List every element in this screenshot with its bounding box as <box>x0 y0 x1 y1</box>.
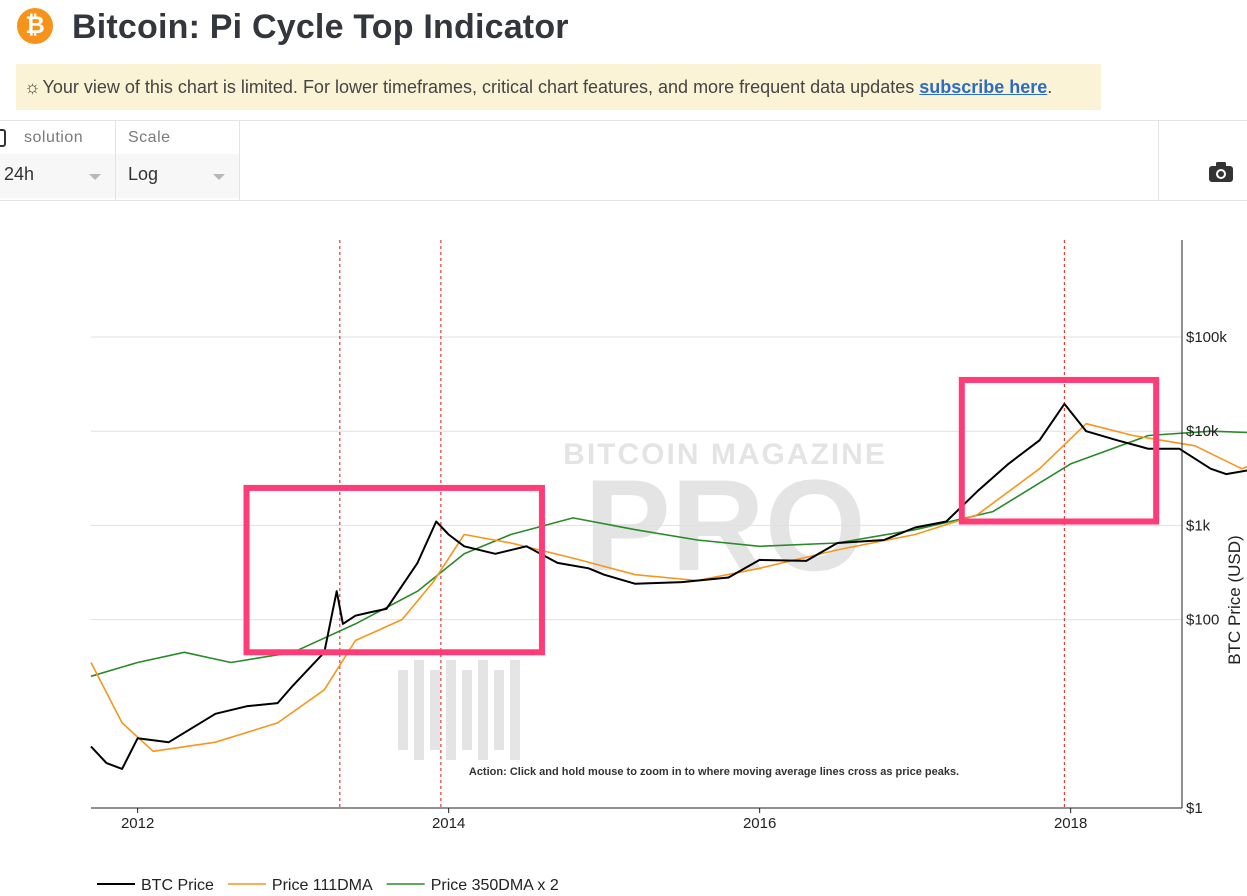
limited-view-notice: ☼ Your view of this chart is limited. For… <box>16 64 1101 110</box>
x-tick-label: 2016 <box>743 815 776 832</box>
resolution-control[interactable]: solution 24h <box>0 121 116 200</box>
page-header: ₿ Bitcoin: Pi Cycle Top Indicator <box>0 0 1247 58</box>
fullscreen-icon[interactable] <box>0 129 6 147</box>
bitcoin-logo-icon: ₿ <box>17 8 53 44</box>
series-lines <box>90 402 1247 770</box>
highlight-box <box>243 484 545 656</box>
highlight-boxes <box>243 376 1160 656</box>
scale-value: Log <box>128 164 159 184</box>
x-tick-label: 2018 <box>1054 815 1087 832</box>
y-tick-label: $1k <box>1186 517 1211 534</box>
scale-select[interactable]: Log <box>116 154 239 198</box>
resolution-value: 24h <box>4 164 35 184</box>
pi-cycle-chart[interactable]: BITCOIN MAGAZINE PRO $1$100$1k$10k$100k2… <box>0 200 1247 896</box>
x-tick-label: 2012 <box>121 815 154 832</box>
subscribe-link[interactable]: subscribe here <box>919 77 1048 97</box>
series-line-dma111 <box>90 422 1247 753</box>
legend-label: Price 111DMA <box>272 877 373 894</box>
highlight-box <box>958 376 1160 525</box>
chart-legend: BTC Price Price 111DMA Price 350DMA x 2 <box>97 877 559 894</box>
sun-icon: ☼ <box>24 77 41 97</box>
resolution-select[interactable]: 24h <box>0 154 115 198</box>
legend-label: BTC Price <box>141 877 214 894</box>
scale-label: Scale <box>128 129 171 146</box>
resolution-label: solution <box>24 129 84 146</box>
grid-lines <box>91 336 1182 621</box>
y-tick-label: $100k <box>1186 329 1227 346</box>
notice-suffix: . <box>1047 77 1053 97</box>
axes: $1$100$1k$10k$100k2012201420162018202020… <box>91 240 1227 832</box>
chart-annotation: Action: Click and hold mouse to zoom in … <box>469 766 959 778</box>
chevron-down-icon <box>213 174 225 180</box>
series-line-btc-price <box>90 402 1247 770</box>
page-title: Bitcoin: Pi Cycle Top Indicator <box>72 8 569 46</box>
legend-label: Price 350DMA x 2 <box>431 877 559 894</box>
x-tick-label: 2014 <box>432 815 465 832</box>
y-axis-label: BTC Price (USD) <box>1225 535 1244 664</box>
y-tick-label: $100 <box>1186 612 1219 629</box>
chevron-down-icon <box>89 174 101 180</box>
scale-control[interactable]: Scale Log <box>116 121 240 200</box>
y-tick-label: $1 <box>1186 800 1203 817</box>
chart-toolbar: solution 24h Scale Log <box>0 120 1247 201</box>
camera-icon <box>1209 162 1233 182</box>
notice-text: Your view of this chart is limited. For … <box>42 77 920 97</box>
screenshot-button[interactable] <box>1158 121 1247 200</box>
watermark-text: BITCOIN MAGAZINE <box>563 438 887 471</box>
y-tick-label: $10k <box>1186 423 1219 440</box>
series-line-dma350x2 <box>90 430 1247 678</box>
